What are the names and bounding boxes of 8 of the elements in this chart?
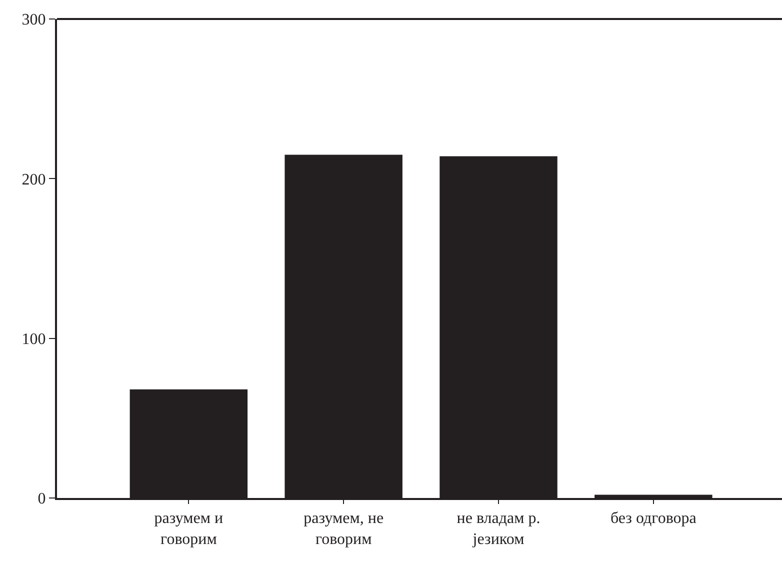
y-tick-label: 100 bbox=[22, 330, 46, 348]
x-tick-label: не владам р. језиком bbox=[456, 510, 540, 548]
x-tick-label: без одговора bbox=[610, 510, 696, 528]
x-tick-label: разумем и говорим bbox=[154, 510, 224, 548]
y-tick-label: 300 bbox=[22, 12, 46, 29]
y-tick-label: 0 bbox=[38, 490, 46, 508]
x-tick-label: разумем, не говорим bbox=[304, 510, 384, 548]
y-tick-label: 200 bbox=[22, 171, 46, 188]
